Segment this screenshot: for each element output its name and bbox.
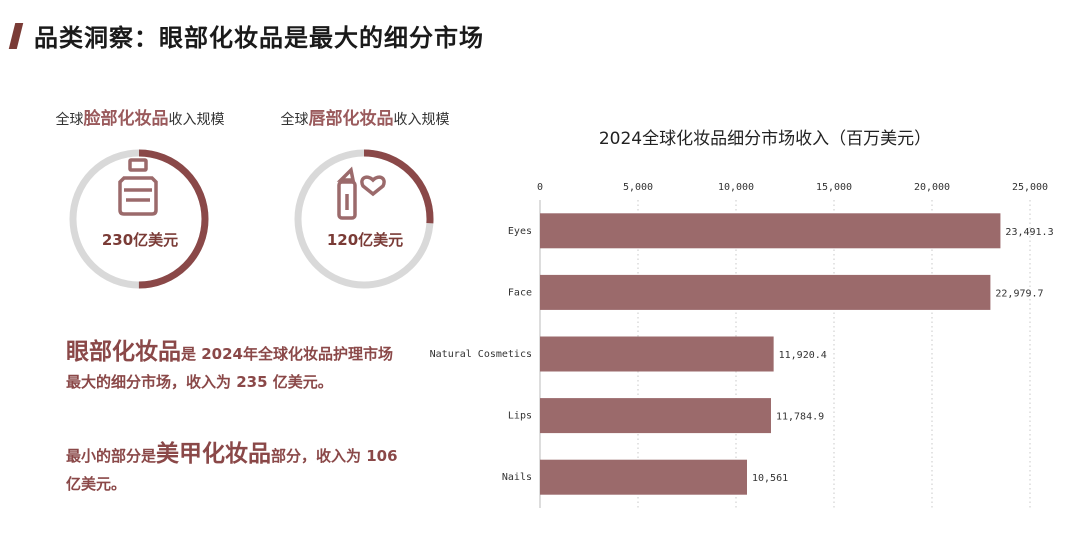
bar-natural-cosmetics xyxy=(540,336,774,372)
ring-label: 全球唇部化妆品收入规模 xyxy=(280,109,450,129)
ring-label: 全球脸部化妆品收入规模 xyxy=(55,109,225,129)
ring-progress xyxy=(294,149,434,289)
lip-cosmetics-ring: 全球唇部化妆品收入规模 120亿美元 xyxy=(255,104,475,289)
category-label: Face xyxy=(508,287,532,298)
data-label: 10,561 xyxy=(752,473,788,484)
bar-chart: 0 5,000 10,000 15,000 20,000 25,000 Eyes 23,491… xyxy=(430,182,1054,508)
category-label: Eyes xyxy=(508,226,532,237)
bar-face xyxy=(540,274,991,310)
x-tick-label: 10,000 xyxy=(718,182,754,193)
x-tick-label: 20,000 xyxy=(914,182,950,193)
ring-value: 230亿美元 xyxy=(101,231,179,249)
category-label: Nails xyxy=(502,472,532,483)
ring-value: 120亿美元 xyxy=(326,231,404,249)
ring-chart xyxy=(294,149,434,289)
x-tick-label: 15,000 xyxy=(816,182,852,193)
x-tick-label: 5,000 xyxy=(623,182,653,193)
data-label: 23,491.3 xyxy=(1005,227,1053,238)
ring-chart xyxy=(69,149,209,289)
cosmetic-bottle-icon xyxy=(118,158,158,216)
data-label: 11,784.9 xyxy=(776,412,824,423)
bar-lips xyxy=(540,398,771,434)
title-accent-mark xyxy=(8,22,24,49)
x-tick-label: 0 xyxy=(537,182,543,193)
face-cosmetics-ring: 全球脸部化妆品收入规模 230亿美元 xyxy=(30,104,250,289)
data-label: 11,920.4 xyxy=(779,350,827,361)
lipstick-heart-icon xyxy=(336,166,386,220)
category-label: Natural Cosmetics xyxy=(430,349,532,360)
bar-eyes xyxy=(540,213,1001,249)
header: 品类洞察：眼部化妆品是最大的细分市场 xyxy=(8,18,484,53)
bar-nails xyxy=(540,459,747,495)
page-title: 品类洞察：眼部化妆品是最大的细分市场 xyxy=(34,24,484,52)
data-label: 22,979.7 xyxy=(995,288,1043,299)
x-tick-label: 25,000 xyxy=(1012,182,1048,193)
summary-paragraph-2: 最小的部分是美甲化妆品部分，收入为 106 亿美元。 xyxy=(66,441,398,493)
chart-title: 2024全球化妆品细分市场收入（百万美元） xyxy=(598,129,932,149)
category-label: Lips xyxy=(508,411,532,422)
ring-progress xyxy=(69,149,209,289)
summary-paragraph-1: 眼部化妆品是 2024年全球化妆品护理市场最大的细分市场，收入为 235 亿美元… xyxy=(66,339,393,391)
